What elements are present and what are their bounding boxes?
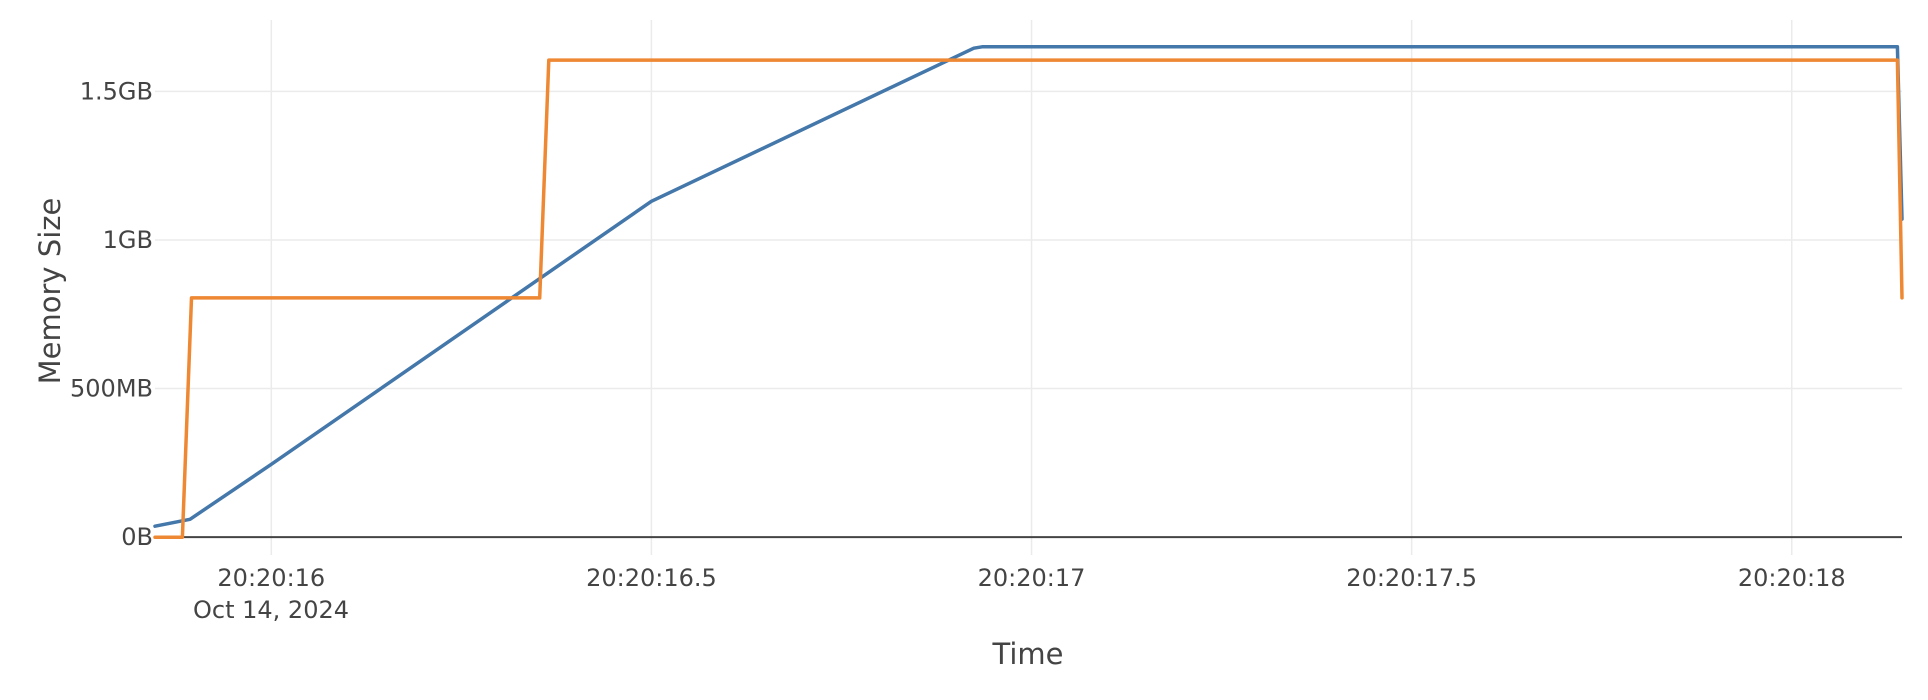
y-axis-title: Memory Size — [33, 198, 67, 385]
x-tick-labels: 20:20:16 20:20:16.5 20:20:17 20:20:17.5 20:2… — [217, 564, 1845, 592]
x-tick-label: 20:20:17 — [978, 564, 1086, 592]
y-tick-label: 1.5GB — [80, 77, 153, 105]
grid-lines — [155, 20, 1902, 555]
x-tick-label: 20:20:16.5 — [586, 564, 717, 592]
y-tick-label: 1GB — [103, 226, 153, 254]
series-line-2 — [153, 58, 1904, 539]
y-tick-label: 0B — [121, 523, 153, 551]
x-tick-label: 20:20:17.5 — [1346, 564, 1477, 592]
series-line-1 — [153, 45, 1904, 528]
y-tick-label: 500MB — [70, 375, 153, 403]
x-date-label: Oct 14, 2024 — [193, 596, 349, 624]
x-tick-label: 20:20:18 — [1738, 564, 1846, 592]
series-lines — [153, 45, 1904, 539]
y-tick-labels: 0B 500MB 1GB 1.5GB — [70, 77, 153, 551]
x-axis-title: Time — [992, 637, 1064, 671]
x-tick-label: 20:20:16 — [217, 564, 325, 592]
